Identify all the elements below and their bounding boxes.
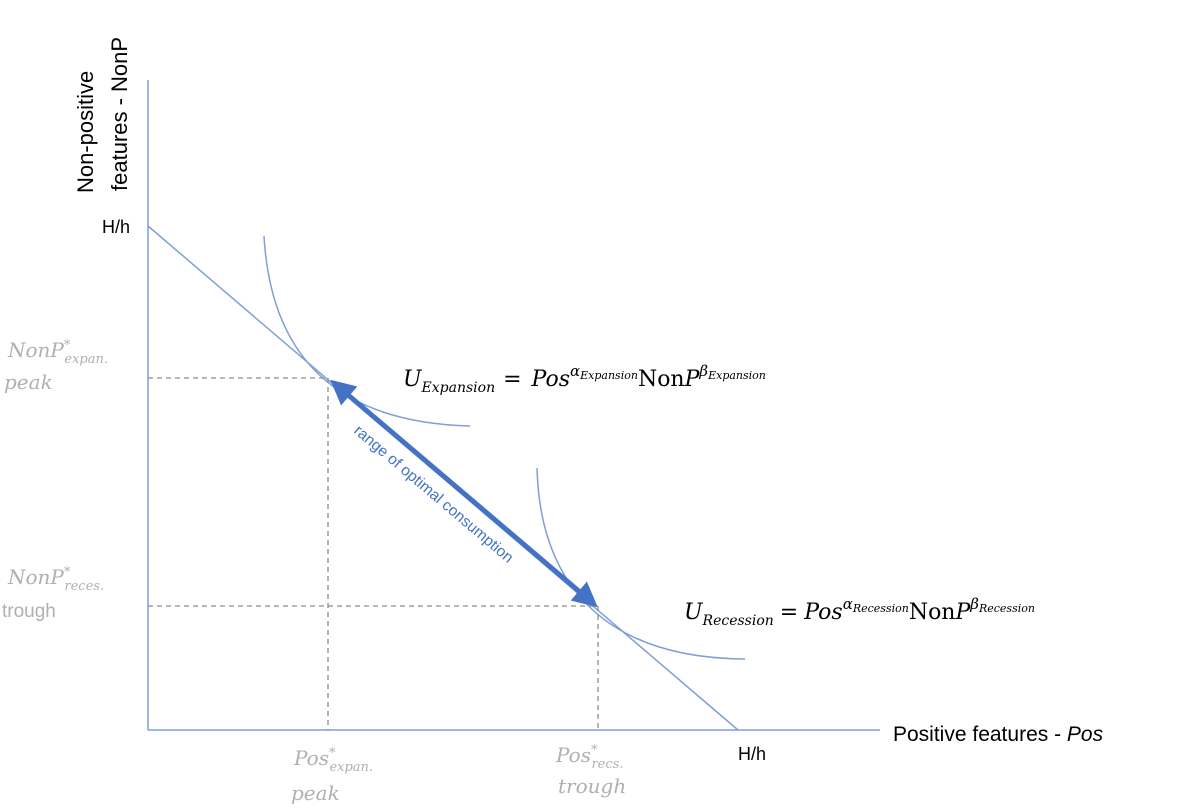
range-double-arrow — [330, 379, 598, 608]
x-tick-expansion: Pos* expan. — [293, 746, 373, 775]
x-tick-expansion-note: peak — [291, 781, 340, 805]
arrow-label: range of optimal consumption — [350, 422, 516, 566]
y-tick-expansion-note: peak — [4, 370, 53, 394]
indifference-curve-recession — [536, 467, 746, 660]
equation-expansion: UExpansion = PosαExpansionNonPβExpansion — [403, 362, 766, 396]
x-intercept-label: H/h — [738, 744, 766, 764]
x-axis-title: Positive features - Pos — [893, 723, 1104, 746]
y-tick-recession-note: trough — [2, 601, 56, 622]
y-tick-recession: NonP* reces. — [7, 565, 104, 594]
y-intercept-label: H/h — [102, 217, 130, 237]
equation-recession: URecession = PosαRecessionNonPβRecession — [684, 595, 1035, 629]
x-tick-recession-note: trough — [558, 774, 626, 798]
y-tick-expansion: NonP* expan. — [7, 338, 108, 367]
y-axis-title-line2: features - NonP — [107, 37, 132, 191]
y-axis-title-line1: Non-positive — [73, 71, 98, 193]
indifference-curve-expansion — [263, 235, 471, 427]
x-tick-recession: Pos* recs. — [555, 743, 623, 772]
